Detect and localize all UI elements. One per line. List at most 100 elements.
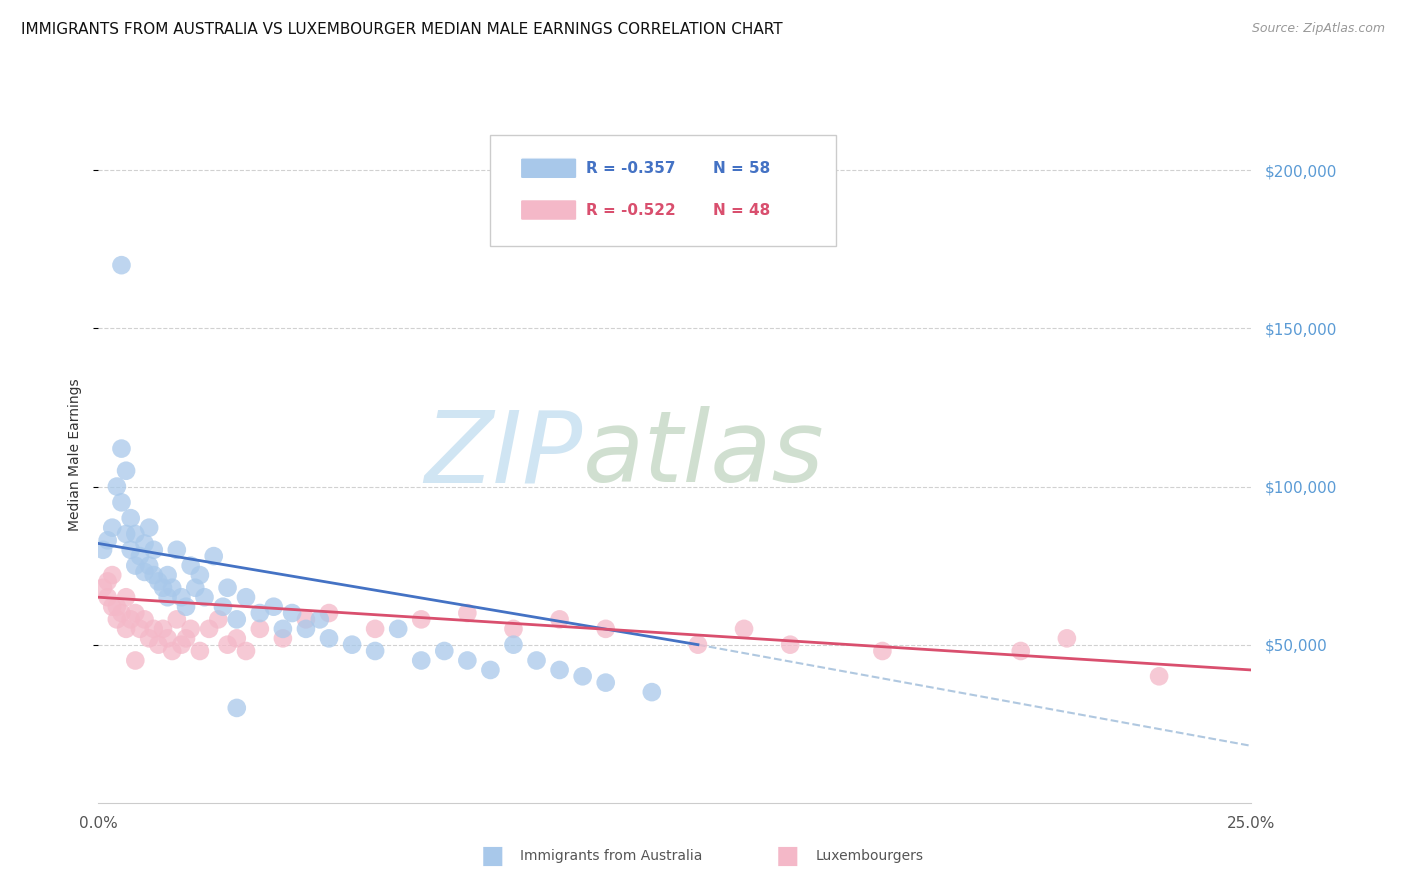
Point: [110, 258, 132, 272]
Point: [101, 568, 124, 582]
Text: IMMIGRANTS FROM AUSTRALIA VS LUXEMBOURGER MEDIAN MALE EARNINGS CORRELATION CHART: IMMIGRANTS FROM AUSTRALIA VS LUXEMBOURGE…: [21, 22, 783, 37]
Point: [129, 549, 152, 563]
Point: [271, 622, 294, 636]
Point: [138, 558, 160, 573]
Point: [502, 638, 524, 652]
Point: [456, 653, 478, 667]
Point: [411, 653, 433, 667]
Point: [295, 612, 318, 626]
Point: [263, 599, 285, 614]
Text: R = -0.357: R = -0.357: [586, 161, 676, 176]
FancyBboxPatch shape: [491, 135, 837, 246]
Point: [193, 591, 215, 605]
Point: [188, 644, 211, 658]
Text: Luxembourgers: Luxembourgers: [815, 849, 924, 863]
Point: [142, 568, 165, 582]
Point: [101, 521, 124, 535]
Point: [1056, 632, 1078, 646]
Point: [456, 606, 478, 620]
Point: [174, 599, 197, 614]
Point: [271, 632, 294, 646]
Point: [129, 622, 152, 636]
Point: [105, 612, 128, 626]
Text: R = -0.522: R = -0.522: [586, 202, 676, 218]
Point: [595, 675, 617, 690]
Point: [120, 612, 142, 626]
Point: [281, 606, 304, 620]
Point: [479, 663, 502, 677]
Point: [212, 599, 235, 614]
Point: [97, 574, 120, 589]
Point: [225, 632, 247, 646]
Point: [156, 591, 179, 605]
Point: [91, 542, 114, 557]
Point: [686, 638, 709, 652]
Point: [142, 542, 165, 557]
Point: [124, 653, 146, 667]
Point: [308, 612, 330, 626]
Point: [97, 533, 120, 548]
Point: [138, 632, 160, 646]
Point: [91, 581, 114, 595]
Y-axis label: Median Male Earnings: Median Male Earnings: [69, 378, 83, 532]
Point: [779, 638, 801, 652]
Point: [595, 622, 617, 636]
Text: Source: ZipAtlas.com: Source: ZipAtlas.com: [1251, 22, 1385, 36]
Point: [115, 527, 138, 541]
Point: [1010, 644, 1032, 658]
Point: [115, 464, 138, 478]
Text: ■: ■: [776, 845, 799, 868]
Point: [225, 701, 247, 715]
Point: [526, 653, 548, 667]
Point: [101, 599, 124, 614]
Point: [235, 591, 257, 605]
Point: [110, 442, 132, 456]
Point: [148, 638, 170, 652]
Point: [156, 632, 179, 646]
Point: [225, 612, 247, 626]
Point: [180, 558, 202, 573]
Point: [872, 644, 894, 658]
Point: [184, 581, 207, 595]
Point: [217, 581, 239, 595]
Point: [318, 632, 340, 646]
Text: atlas: atlas: [582, 407, 824, 503]
Text: Immigrants from Australia: Immigrants from Australia: [520, 849, 703, 863]
Point: [188, 568, 211, 582]
Point: [198, 622, 221, 636]
Point: [548, 663, 571, 677]
Text: ZIP: ZIP: [425, 407, 582, 503]
Point: [180, 622, 202, 636]
Point: [120, 542, 142, 557]
Point: [110, 606, 132, 620]
Point: [733, 622, 755, 636]
Text: N = 58: N = 58: [713, 161, 770, 176]
Text: ■: ■: [481, 845, 503, 868]
Point: [571, 669, 593, 683]
Point: [170, 591, 193, 605]
Point: [166, 612, 188, 626]
Point: [134, 612, 156, 626]
Point: [152, 622, 174, 636]
Point: [134, 536, 156, 550]
Point: [235, 644, 257, 658]
Point: [217, 638, 239, 652]
Point: [156, 568, 179, 582]
Point: [411, 612, 433, 626]
Point: [115, 591, 138, 605]
FancyBboxPatch shape: [520, 200, 576, 220]
Point: [124, 558, 146, 573]
FancyBboxPatch shape: [520, 158, 576, 178]
Point: [124, 527, 146, 541]
Point: [170, 638, 193, 652]
Point: [202, 549, 225, 563]
Point: [138, 521, 160, 535]
Point: [110, 495, 132, 509]
Point: [134, 565, 156, 579]
Point: [502, 622, 524, 636]
Point: [97, 591, 120, 605]
Point: [249, 622, 271, 636]
Point: [364, 622, 387, 636]
Point: [364, 644, 387, 658]
Point: [641, 685, 664, 699]
